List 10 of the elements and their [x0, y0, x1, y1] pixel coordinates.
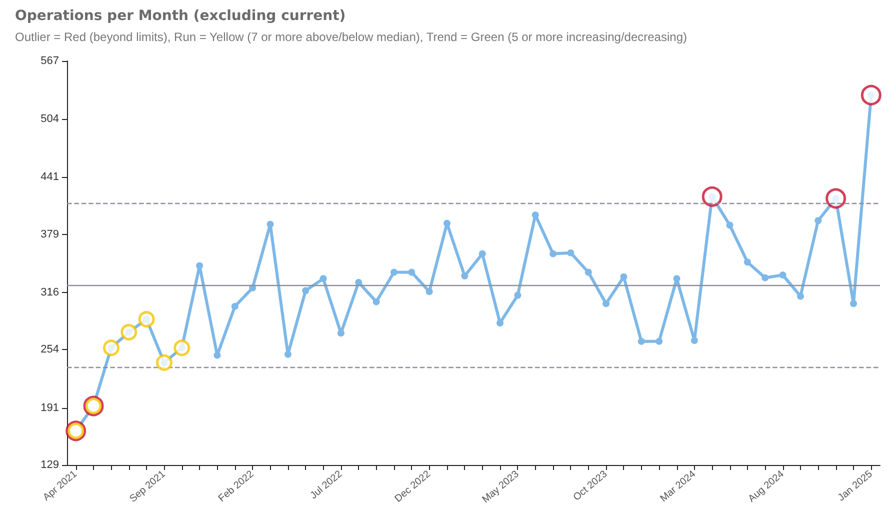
y-tick-label: 254: [40, 344, 59, 356]
chart-title: Operations per Month (excluding current): [15, 8, 346, 24]
y-tick-label: 441: [40, 171, 59, 184]
y-tick-label: 567: [40, 55, 59, 67]
chart-subtitle: Outlier = Red (beyond limits), Run = Yellow (7 or more above/below median), Trend = Green (5 or more increasing/decreasing): [15, 30, 687, 44]
y-tick-label: 316: [40, 286, 59, 299]
y-tick-label: 191: [40, 402, 59, 414]
y-tick-label: 129: [40, 459, 59, 471]
y-tick-label: 504: [40, 113, 59, 126]
y-tick-label: 379: [40, 228, 59, 240]
